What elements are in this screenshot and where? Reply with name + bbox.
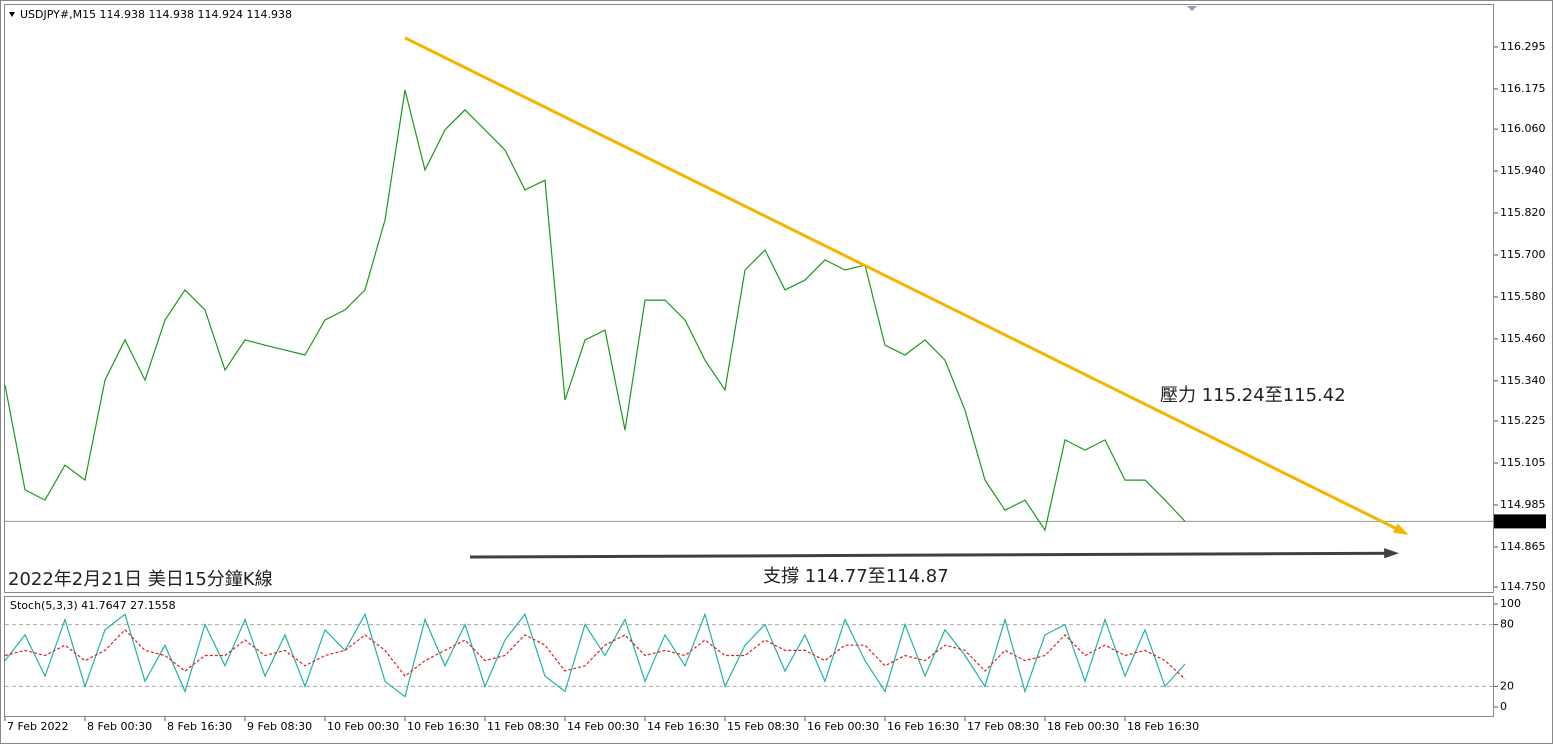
y-tick-label: 20 (1500, 679, 1514, 692)
x-tick-label: 14 Feb 16:30 (647, 720, 719, 733)
main-panel (4, 4, 1494, 593)
y-tick-label: 115.225 (1500, 414, 1546, 427)
main-title: USDJPY#,M15 114.938 114.938 114.924 114.… (20, 8, 292, 21)
x-tick-label: 7 Feb 2022 (7, 720, 68, 733)
shift-marker (1187, 6, 1197, 11)
y-tick-label: 115.700 (1500, 248, 1546, 261)
x-tick-label: 11 Feb 08:30 (487, 720, 559, 733)
y-tick-label: 114.985 (1500, 498, 1546, 511)
x-tick-label: 14 Feb 00:30 (567, 720, 639, 733)
current-price-box (1494, 514, 1546, 529)
x-tick-label: 18 Feb 16:30 (1127, 720, 1199, 733)
y-tick-label: 114.750 (1500, 580, 1546, 593)
x-tick-label: 9 Feb 08:30 (247, 720, 312, 733)
series-line (4, 89, 1186, 532)
y-tick-label: 116.175 (1500, 82, 1546, 95)
x-tick-label: 16 Feb 16:30 (887, 720, 959, 733)
y-tick-label: 114.865 (1500, 540, 1546, 553)
y-tick-label: 115.580 (1500, 290, 1546, 303)
current-price-label: 114.938 (1497, 514, 1543, 527)
y-tick-label: 80 (1500, 618, 1514, 631)
y-tick-label: 115.340 (1500, 374, 1546, 387)
trend-line (469, 551, 1396, 559)
y-tick-label: 115.460 (1500, 332, 1546, 345)
trend-arrow (1393, 523, 1409, 535)
collapse-icon[interactable] (9, 12, 15, 17)
x-tick-label: 16 Feb 00:30 (807, 720, 879, 733)
x-tick-label: 10 Feb 16:30 (407, 720, 479, 733)
y-tick-label: 115.940 (1500, 164, 1546, 177)
chart-caption: 2022年2月21日 美日15分鐘K線 (8, 569, 273, 590)
x-tick-label: 15 Feb 08:30 (727, 720, 799, 733)
resistance-note: 壓力 115.24至115.42 (1160, 385, 1346, 406)
trend-arrow (1384, 548, 1399, 559)
x-tick-label: 17 Feb 08:30 (967, 720, 1039, 733)
support-note: 支撐 114.77至114.87 (763, 566, 949, 587)
x-tick-label: 10 Feb 00:30 (327, 720, 399, 733)
y-tick-label: 115.105 (1500, 456, 1546, 469)
y-tick-label: 116.295 (1500, 40, 1546, 53)
y-tick-label: 115.820 (1500, 206, 1546, 219)
x-tick-label: 8 Feb 00:30 (87, 720, 152, 733)
x-tick-label: 8 Feb 16:30 (167, 720, 232, 733)
stoch-title: Stoch(5,3,3) 41.7647 27.1558 (10, 599, 176, 612)
series-line (4, 612, 1186, 698)
stoch-panel (4, 596, 1494, 717)
y-tick-label: 116.060 (1500, 122, 1546, 135)
y-tick-label: 0 (1500, 700, 1507, 713)
y-tick-label: 100 (1500, 597, 1521, 610)
trend-line (404, 36, 1406, 535)
x-tick-label: 18 Feb 00:30 (1047, 720, 1119, 733)
series-line (4, 628, 1186, 680)
